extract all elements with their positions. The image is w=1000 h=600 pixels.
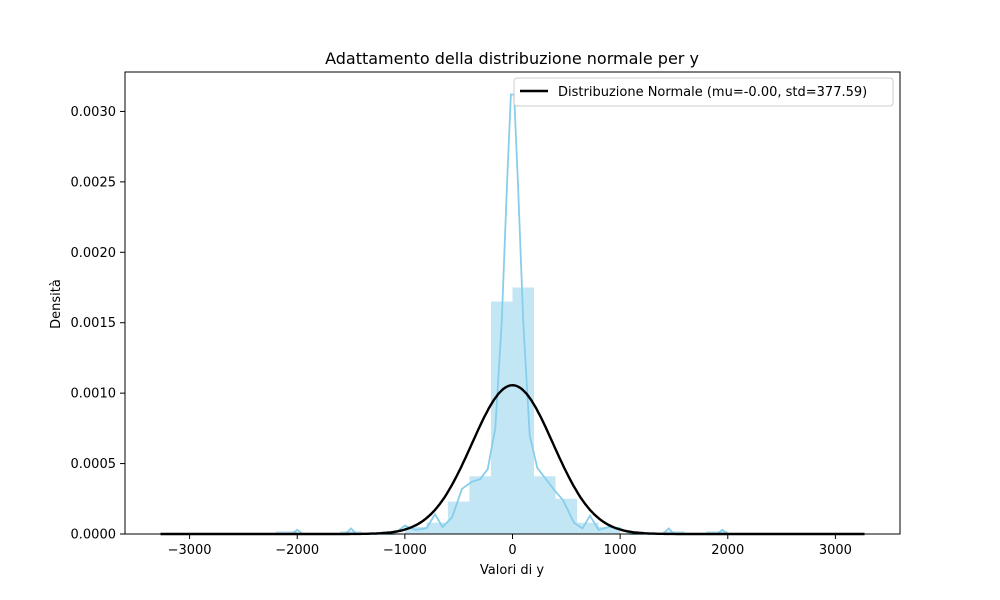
histogram-bar-2 bbox=[275, 531, 298, 534]
x-tick-label: 3000 bbox=[819, 543, 852, 558]
histogram-bar-13 bbox=[598, 526, 621, 534]
histogram-bar-15 bbox=[706, 531, 728, 534]
legend-box bbox=[513, 77, 894, 107]
histogram-bar-10 bbox=[534, 476, 556, 534]
y-tick-label: 0.0010 bbox=[71, 387, 117, 402]
y-tick-label: 0.0030 bbox=[71, 105, 117, 120]
legend: Distribuzione Normale (mu=-0.00, std=377… bbox=[513, 77, 894, 107]
y-tick-label: 0.0005 bbox=[71, 457, 117, 472]
histogram-bar-14 bbox=[663, 531, 685, 534]
histogram-bar-11 bbox=[555, 498, 578, 534]
x-tick-label: 0 bbox=[508, 543, 516, 558]
legend-label: Distribuzione Normale (mu=-0.00, std=377… bbox=[558, 85, 867, 100]
x-tick-label: −2000 bbox=[275, 543, 319, 558]
x-tick-label: 1000 bbox=[604, 543, 637, 558]
histogram-bar-7 bbox=[469, 476, 491, 534]
x-axis-label: Valori di y bbox=[480, 563, 545, 578]
plot-area: −3000 −2000 −1000 0 1000 2000 3000 0.0000 0.0005… bbox=[71, 71, 901, 558]
histogram-bar-5 bbox=[426, 522, 448, 534]
x-tick-label: −1000 bbox=[383, 543, 427, 558]
y-tick-label: 0.0000 bbox=[71, 528, 117, 543]
x-tick-label: 2000 bbox=[711, 543, 744, 558]
y-tick-label: 0.0020 bbox=[71, 246, 117, 261]
y-axis-label: Densità bbox=[49, 279, 64, 329]
histogram-bar-3 bbox=[340, 531, 362, 534]
x-tick-label: −3000 bbox=[168, 543, 212, 558]
chart-title: Adattamento della distribuzione normale … bbox=[325, 49, 699, 68]
histogram-bar-6 bbox=[447, 501, 470, 534]
y-tick-label: 0.0015 bbox=[71, 316, 117, 331]
y-tick-label: 0.0025 bbox=[71, 175, 117, 190]
histogram-bar-9 bbox=[512, 287, 535, 534]
histogram-bar-8 bbox=[490, 301, 513, 534]
histogram-bar-12 bbox=[577, 522, 599, 534]
